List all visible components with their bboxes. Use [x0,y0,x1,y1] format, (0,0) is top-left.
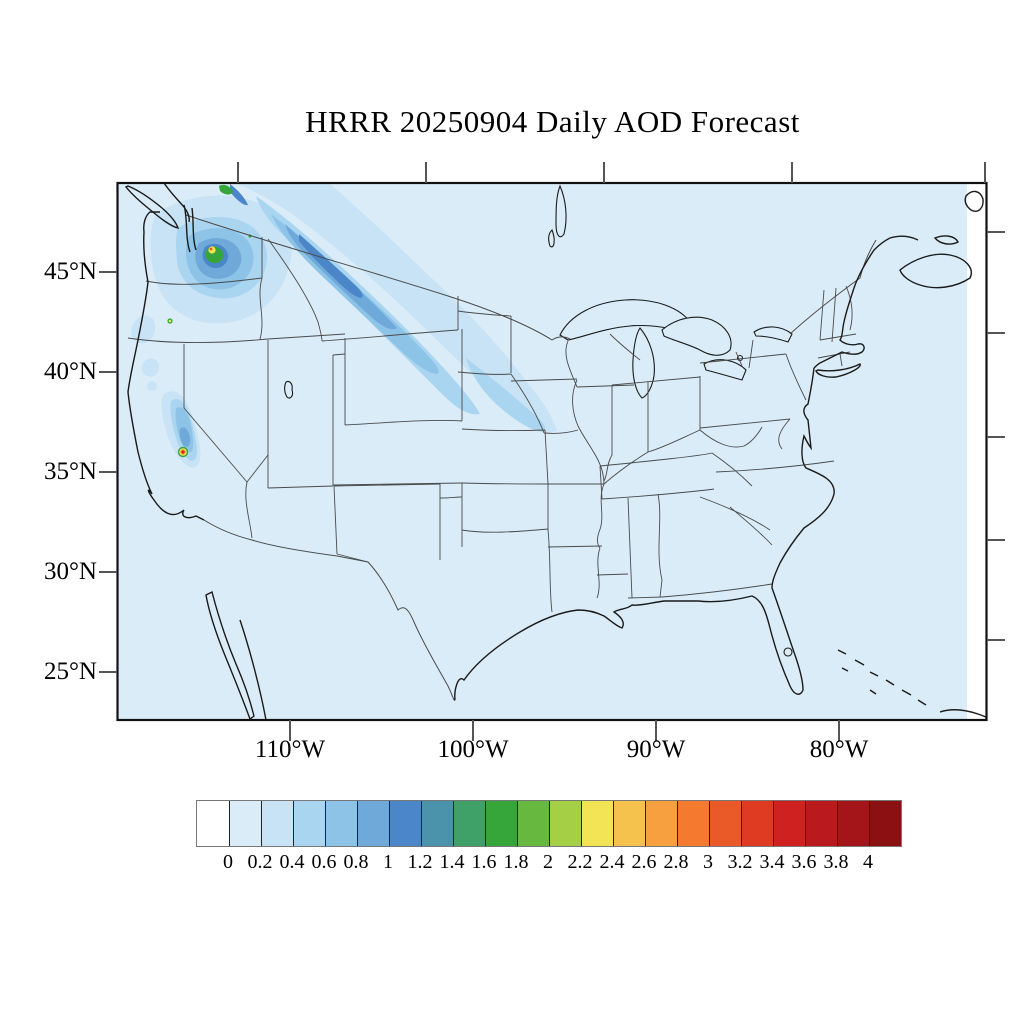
lake-manitoba [548,229,555,248]
lat-tick-label: 25°N [43,658,97,685]
colorbar-tick-label: 2.4 [599,851,625,873]
colorbar-cell [581,801,613,846]
puget-sound [183,204,197,253]
colorbar-tick-label: 0.8 [343,851,369,873]
vancouver-island [124,185,180,229]
aod-plumes [131,184,557,468]
colorbar-tick-label: 1.6 [471,851,497,873]
lon-tick-label: 110°W [254,736,326,763]
lake-ontario [753,326,793,343]
colorbar-cell [229,801,261,846]
us-mexico-border [203,519,456,701]
colorbar-tick-label: 0.6 [311,851,337,873]
colorbar-cell [613,801,645,846]
lat-ticks-left [99,271,117,673]
colorbar-cell [709,801,741,846]
colorbar-tick-label: 3.8 [823,851,849,873]
colorbar-cell [421,801,453,846]
lake-michigan [632,327,655,399]
colorbar-tick-label: 2.2 [567,851,593,873]
colorbar [196,800,902,847]
state-borders [127,237,857,613]
long-island [815,363,861,378]
colorbar-tick-label: 4 [863,851,873,873]
lat-tick-label: 45°N [43,258,97,285]
lake-huron [661,316,732,356]
colorbar-cell [517,801,549,846]
colorbar-cell [837,801,869,846]
colorbar-tick-label: 2.6 [631,851,657,873]
colorbar-tick-label: 1.2 [407,851,433,873]
northeast-coast [813,237,891,369]
colorbar-cell [805,801,837,846]
lon-ticks-bottom [289,720,840,741]
colorbar-tick-label: 3.4 [759,851,785,873]
colorbar-cell [869,801,901,846]
colorbar-tick-label: 1.4 [439,851,465,873]
lat-tick-label: 35°N [43,458,97,485]
cuba-coast [939,709,987,719]
colorbar-tick-label: 0 [223,851,233,873]
plot-frame [116,181,988,722]
new-brunswick-coast [889,235,919,241]
colorbar-tick-label: 0.4 [279,851,305,873]
us-canada-border [185,214,571,341]
colorbar-cell [453,801,485,846]
colorbar-cell [357,801,389,846]
st-lawrence-border [789,239,877,335]
colorbar-cell [677,801,709,846]
colorbar-cell [549,801,581,846]
colorbar-labels: 0 0.2 0.4 0.6 0.8 1 1.2 1.4 1.6 1.8 2 2.2 2.4 2.6 2.8 3… [0,851,1024,879]
lon-tick-label: 80°W [809,736,869,763]
lat-tick-label: 30°N [43,558,97,585]
colorbar-cell [741,801,773,846]
page-title: HRRR 20250904 Daily AOD Forecast [305,104,800,139]
colorbar-cell [645,801,677,846]
colorbar-cell [773,801,805,846]
colorbar-cell [389,801,421,846]
axis-ticks [99,162,1005,741]
colorbar-tick-label: 2 [543,851,553,873]
coastlines [124,183,987,720]
colorbar-cell [485,801,517,846]
lake-okeechobee [783,647,793,657]
lon-ticks-top [237,162,986,183]
colorbar-tick-label: 0.2 [247,851,273,873]
nova-scotia [899,253,972,289]
mexico-mainland-coast [239,619,267,720]
colorbar-cell [293,801,325,846]
lakes [284,184,793,657]
colorbar-cell [325,801,357,846]
lake-winnipeg [555,184,567,238]
lon-tick-label: 90°W [626,736,686,763]
lon-tick-label: 100°W [437,736,509,763]
lake-erie [703,359,747,381]
pacific-coast [127,211,205,521]
newfoundland-fragment [964,190,984,212]
colorbar-cell [261,801,293,846]
prince-edward-island [933,235,959,245]
colorbar-tick-label: 1 [383,851,393,873]
colorbar-cell [197,801,229,846]
colorbar-tick-label: 3 [703,851,713,873]
colorbar-tick-label: 2.8 [663,851,689,873]
gulf-atlantic-coast [454,367,835,701]
lat-tick-label: 40°N [43,358,97,385]
great-salt-lake [284,380,294,399]
international-borders [185,214,877,701]
lat-ticks-right [987,231,1005,641]
colorbar-tick-label: 3.2 [727,851,753,873]
bahamas [837,649,927,706]
colorbar-tick-label: 1.8 [503,851,529,873]
colorbar-tick-label: 3.6 [791,851,817,873]
